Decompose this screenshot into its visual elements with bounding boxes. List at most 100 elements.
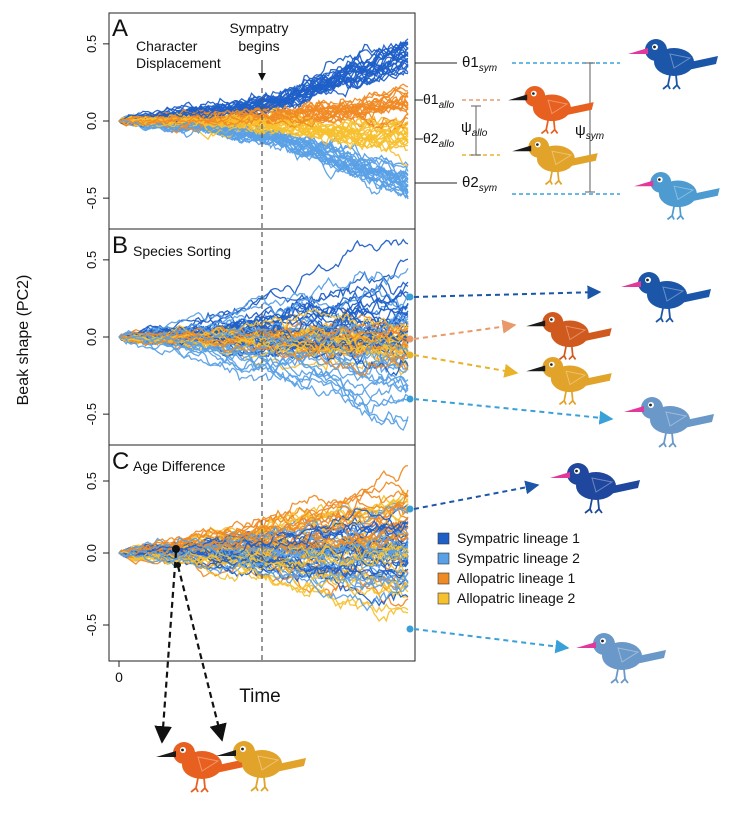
b-endpoint-allo2 (406, 351, 414, 359)
c-arrow-down-left (154, 551, 178, 744)
bird-allo1-panel-b (526, 311, 612, 361)
b-arrow-allo1 (413, 319, 517, 340)
sympatry-label-line1: Sympatry (229, 20, 288, 36)
series-line-allo1 (118, 90, 409, 127)
y-tick-label: 0.5 (84, 35, 99, 53)
panel-c-arrows (154, 480, 570, 744)
y-tick-label: -0.5 (84, 614, 99, 636)
y-tick-label: -0.5 (84, 187, 99, 209)
c-arrow-sym1 (413, 480, 540, 510)
bird-sym1-panel-a (628, 39, 718, 90)
y-tick-label: 0.0 (84, 328, 99, 346)
c-endpoint-sym2 (406, 625, 414, 633)
series-line-sym2 (118, 550, 409, 586)
x-tick-label-zero: 0 (115, 669, 123, 685)
panel-letter-c: C (112, 448, 129, 475)
series-line-sym2 (118, 336, 409, 402)
theta1-allo-label: θ1allo (423, 91, 455, 111)
legend-swatch (437, 552, 450, 565)
series-line-sym2 (118, 318, 409, 347)
b-endpoint-allo1 (406, 335, 414, 343)
panel-b-arrows (406, 285, 614, 425)
series-line-allo1 (118, 532, 409, 557)
series-line-sym1 (118, 41, 409, 122)
bird-sym1-panel-c (550, 463, 640, 514)
panel-letter-b: B (112, 232, 128, 259)
series-line-sym2 (118, 544, 409, 569)
y-tick-label: 0.5 (84, 251, 99, 269)
psi-allo-label: ψallo (461, 119, 488, 139)
b-arrow-allo2 (413, 354, 519, 378)
legend-label: Sympatric lineage 1 (457, 530, 580, 546)
bird-allo2-bottom (216, 741, 306, 792)
series-line-allo1 (118, 488, 409, 555)
panel-a-title-line1: Character (136, 38, 198, 54)
series-line-sym2 (118, 331, 409, 359)
series-line-sym1 (118, 519, 409, 562)
c-split-node-2 (175, 562, 181, 568)
bird-sym2-panel-c (576, 633, 666, 684)
series-line-sym2 (118, 120, 409, 198)
b-arrow-sym2 (413, 398, 614, 425)
legend-swatch (437, 572, 450, 585)
series-line-sym1 (118, 53, 409, 122)
series-line-sym2 (118, 267, 409, 341)
c-arrow-sym2 (413, 628, 570, 654)
bird-sym2-panel-b (624, 397, 714, 448)
theta2-allo-label: θ2allo (423, 130, 455, 150)
b-endpoint-sym1 (406, 293, 414, 301)
legend-swatch (437, 592, 450, 605)
panel-a-title-line2: Displacement (136, 55, 221, 71)
series-line-sym2 (118, 552, 409, 612)
theta-annotations: θ1sym θ2sym θ1allo θ2allo ψallo ψsym (415, 54, 620, 195)
series-line-sym2 (118, 117, 409, 198)
series-line-sym1 (118, 51, 409, 122)
panel-c-title: Age Difference (133, 458, 226, 474)
panel-a-series (118, 38, 409, 200)
c-arrow-down-right (176, 565, 227, 742)
theta2-sym-label: θ2sym (462, 174, 497, 194)
series-line-allo2 (118, 552, 409, 597)
series-line-sym2 (118, 334, 409, 424)
bird-sym2-panel-a (634, 171, 720, 221)
y-tick-label: -0.5 (84, 403, 99, 425)
y-axis-title: Beak shape (PC2) (15, 275, 32, 406)
bird-sym1-panel-b (621, 272, 711, 323)
x-axis-title: Time (239, 686, 281, 707)
legend-label: Allopatric lineage 1 (457, 570, 576, 586)
series-line-allo2 (118, 540, 409, 567)
series-line-allo2 (118, 326, 409, 349)
series-line-allo1 (118, 504, 409, 563)
series-line-sym2 (118, 332, 409, 386)
series-line-allo1 (118, 94, 409, 128)
panel-c-series (118, 464, 409, 623)
bird-allo2-panel-b (526, 356, 612, 406)
bird-allo1-bottom (156, 742, 246, 793)
legend: Sympatric lineage 1 Sympatric lineage 2 Al… (437, 530, 580, 606)
series-line-sym1 (118, 284, 409, 340)
panel-letter-a: A (112, 15, 128, 42)
bird-allo2-panel-a (512, 136, 598, 186)
birds (156, 39, 720, 793)
legend-swatch (437, 532, 450, 545)
legend-label: Sympatric lineage 2 (457, 550, 580, 566)
series-line-allo1 (118, 321, 409, 349)
panel-b-series (118, 238, 409, 431)
theta1-sym-label: θ1sym (462, 54, 497, 74)
y-tick-label: 0.0 (84, 544, 99, 562)
legend-label: Allopatric lineage 2 (457, 590, 576, 606)
panel-b-title: Species Sorting (133, 243, 231, 259)
b-arrow-sym1 (413, 285, 602, 300)
y-axis-ticks: 0.5 0.0 -0.5 0.5 0.0 -0.5 0.5 0.0 -0.5 (84, 35, 109, 636)
c-split-node (172, 545, 180, 553)
series-line-sym2 (118, 534, 409, 570)
y-tick-label: 0.5 (84, 472, 99, 490)
c-endpoint-sym1 (406, 505, 414, 513)
b-endpoint-sym2 (406, 395, 414, 403)
y-tick-label: 0.0 (84, 112, 99, 130)
series-line-sym2 (118, 506, 409, 558)
series-line-sym2 (118, 334, 409, 407)
psi-sym-label: ψsym (575, 122, 604, 142)
